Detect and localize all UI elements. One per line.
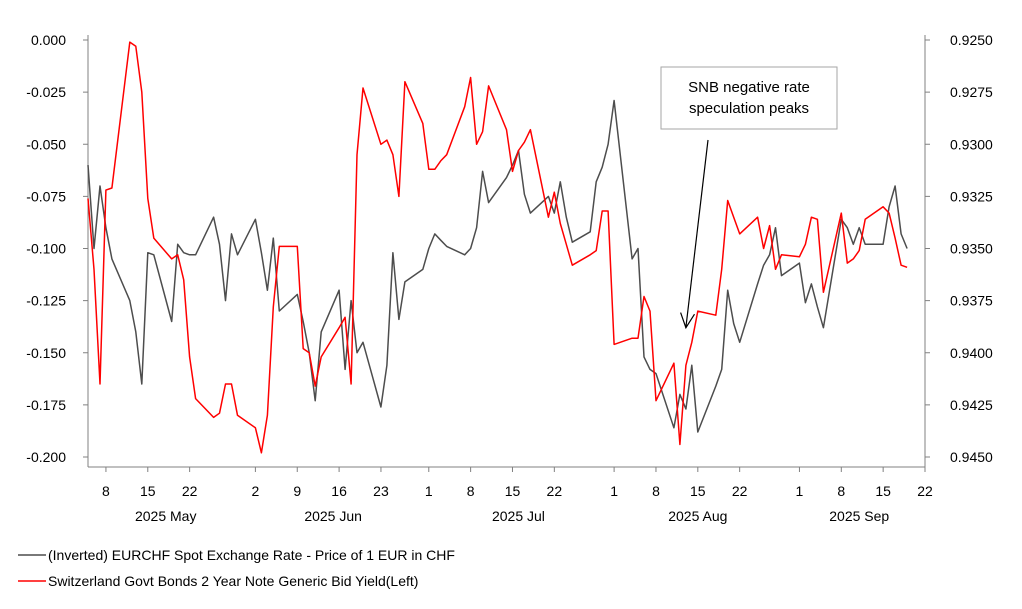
left-tick-label: -0.100: [26, 241, 66, 257]
series-layer: [87, 41, 908, 454]
annotation-arrow: [685, 139, 709, 328]
left-tick-label: -0.200: [26, 449, 66, 465]
x-tick-label: 23: [373, 483, 389, 499]
month-label: 2025 Aug: [668, 508, 727, 524]
left-tick-label: 0.000: [31, 32, 66, 48]
month-label: 2025 Jun: [304, 508, 362, 524]
legend-label-eurchf: (Inverted) EURCHF Spot Exchange Rate - P…: [48, 547, 455, 563]
x-tick-label: 15: [140, 483, 156, 499]
right-tick-label: 0.9325: [950, 188, 993, 204]
annotation-line-1: SNB negative rate: [688, 79, 810, 96]
series-line-swiss-2y: [87, 41, 908, 454]
x-tick-label: 15: [690, 483, 706, 499]
x-tick-label: 8: [467, 483, 475, 499]
left-tick-label: -0.175: [26, 397, 66, 413]
legend: (Inverted) EURCHF Spot Exchange Rate - P…: [18, 547, 455, 589]
left-tick-label: -0.125: [26, 293, 66, 309]
month-label: 2025 Jul: [492, 508, 545, 524]
x-tick-label: 22: [917, 483, 933, 499]
right-tick-label: 0.9275: [950, 84, 993, 100]
annotation-layer: SNB negative rate speculation peaks: [660, 66, 838, 330]
x-tick-label: 2: [252, 483, 260, 499]
right-tick-label: 0.9300: [950, 136, 993, 152]
x-tick-label: 1: [425, 483, 433, 499]
x-tick-label: 9: [293, 483, 301, 499]
x-tick-label: 8: [652, 483, 660, 499]
x-tick-label: 1: [610, 483, 618, 499]
annotation-box: [660, 66, 838, 130]
right-tick-label: 0.9250: [950, 32, 993, 48]
right-tick-label: 0.9450: [950, 449, 993, 465]
month-label: 2025 Sep: [829, 508, 889, 524]
left-tick-label: -0.150: [26, 345, 66, 361]
right-tick-label: 0.9350: [950, 241, 993, 257]
month-label: 2025 May: [135, 508, 196, 524]
left-tick-label: -0.075: [26, 188, 66, 204]
x-tick-label: 16: [331, 483, 347, 499]
axes-layer: 0.000 -0.025 -0.050 -0.075 -0.100 -0.125 -0.15…: [26, 32, 993, 524]
right-tick-label: 0.9400: [950, 345, 993, 361]
right-tick-label: 0.9425: [950, 397, 993, 413]
x-tick-label: 8: [102, 483, 110, 499]
left-tick-label: -0.025: [26, 84, 66, 100]
x-tick-label: 22: [182, 483, 198, 499]
x-tick-label: 15: [875, 483, 891, 499]
annotation-arrowhead: [680, 312, 696, 330]
x-tick-label: 1: [796, 483, 804, 499]
left-tick-label: -0.050: [26, 136, 66, 152]
x-tick-label: 22: [732, 483, 748, 499]
annotation-line-2: speculation peaks: [689, 100, 809, 117]
right-tick-label: 0.9375: [950, 293, 993, 309]
x-tick-label: 22: [547, 483, 563, 499]
x-tick-label: 8: [837, 483, 845, 499]
x-tick-label: 15: [505, 483, 521, 499]
series-line-eurchf: [87, 99, 908, 433]
legend-label-swiss-2y: Switzerland Govt Bonds 2 Year Note Gener…: [48, 573, 418, 589]
